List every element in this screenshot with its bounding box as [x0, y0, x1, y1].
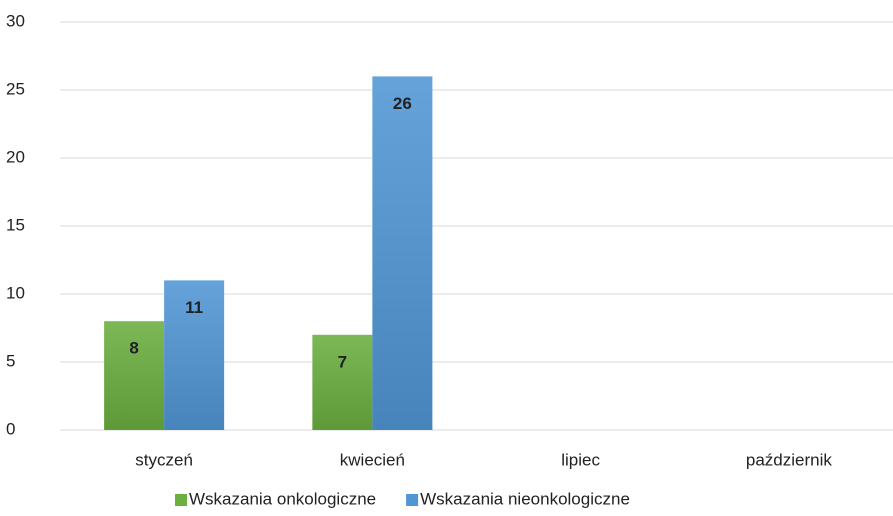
legend-swatch [175, 494, 187, 506]
y-tick-label: 10 [6, 283, 25, 302]
x-tick-label: styczeń [135, 450, 193, 469]
x-tick-label: lipiec [561, 450, 600, 469]
data-label: 26 [393, 94, 412, 113]
legend-label: Wskazania nieonkologiczne [420, 489, 630, 508]
y-tick-label: 25 [6, 79, 25, 98]
y-tick-label: 20 [6, 147, 25, 166]
y-tick-label: 30 [6, 11, 25, 30]
bar-shade [312, 334, 373, 430]
y-tick-label: 5 [6, 351, 15, 370]
x-tick-label: kwiecień [340, 450, 405, 469]
data-label: 8 [129, 339, 138, 358]
bar-shade [164, 280, 225, 430]
legend-label: Wskazania onkologiczne [189, 489, 376, 508]
bar-shade [372, 76, 433, 431]
x-tick-label: październik [746, 450, 832, 469]
y-tick-label: 0 [6, 419, 15, 438]
data-label: 11 [185, 298, 203, 317]
legend-swatch [406, 494, 419, 506]
y-tick-label: 15 [6, 215, 25, 234]
data-label: 7 [338, 352, 347, 371]
bar-shade [104, 321, 165, 430]
